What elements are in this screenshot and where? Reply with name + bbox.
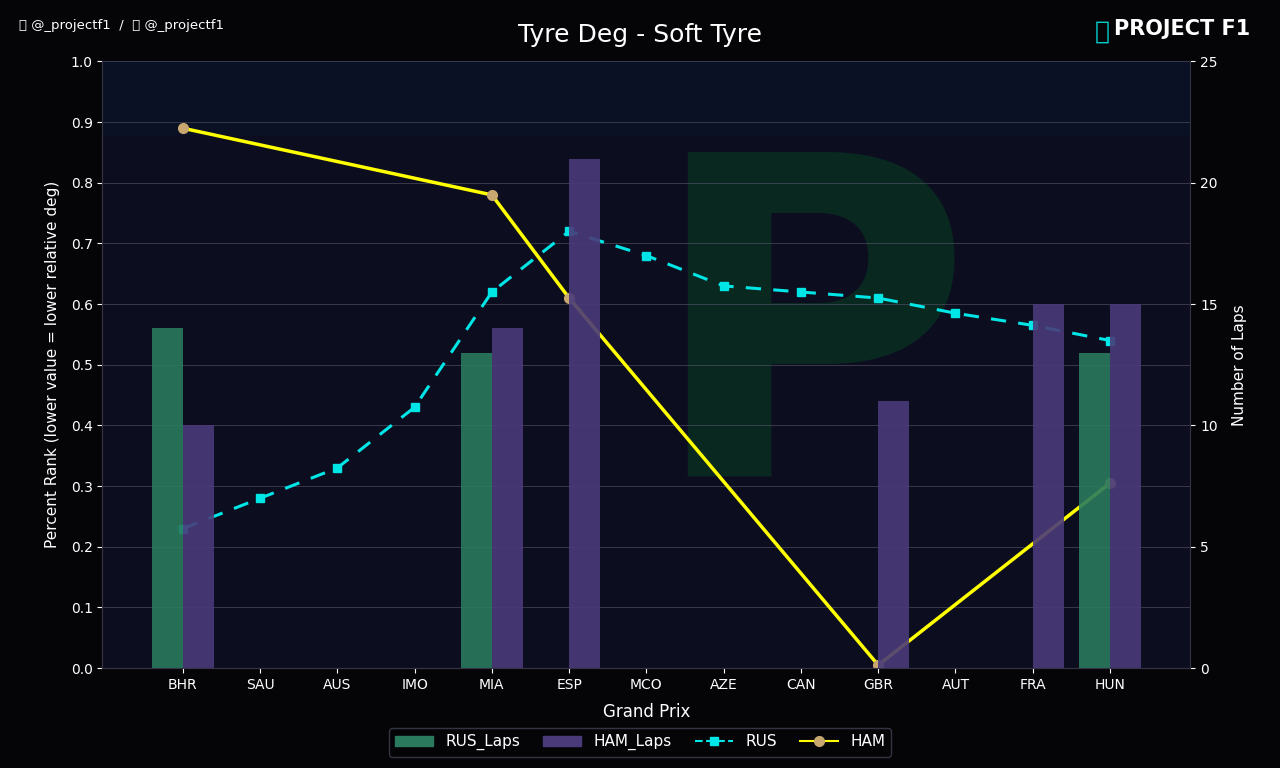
HAM [1102,478,1117,488]
Y-axis label: Number of Laps: Number of Laps [1231,304,1247,425]
Text: Tyre Deg - Soft Tyre: Tyre Deg - Soft Tyre [518,23,762,47]
Text: ⓘ @_projectf1  /  🐦 @_projectf1: ⓘ @_projectf1 / 🐦 @_projectf1 [19,19,224,32]
RUS [1025,321,1041,330]
RUS [639,251,654,260]
Bar [183,425,214,668]
Bar [570,158,600,668]
Text: P: P [646,137,973,568]
RUS [175,524,191,533]
RUS [484,287,499,296]
RUS [716,281,731,290]
X-axis label: Grand Prix: Grand Prix [603,703,690,721]
RUS [330,463,346,472]
RUS [252,494,268,503]
RUS [407,402,422,412]
Bar [878,401,909,668]
Line: HAM: HAM [178,124,1115,670]
Y-axis label: Percent Rank (lower value = lower relative deg): Percent Rank (lower value = lower relati… [45,181,60,548]
Bar [1033,304,1064,668]
RUS [794,287,809,296]
Legend: RUS_Laps, HAM_Laps, RUS, HAM: RUS_Laps, HAM_Laps, RUS, HAM [389,728,891,756]
HAM [562,293,577,303]
Bar [1110,304,1140,668]
Bar [1079,353,1110,668]
HAM [484,190,499,200]
Text: PROJECT F1: PROJECT F1 [1114,19,1249,39]
Bar [461,353,492,668]
Bar [152,329,183,668]
Bar [102,61,1190,134]
HAM [175,124,191,133]
Text: ⏵: ⏵ [1094,19,1110,43]
RUS [870,293,886,303]
RUS [947,309,963,318]
RUS [1102,336,1117,345]
Bar [492,329,522,668]
Line: RUS: RUS [179,227,1114,533]
HAM [870,660,886,670]
RUS [562,227,577,236]
